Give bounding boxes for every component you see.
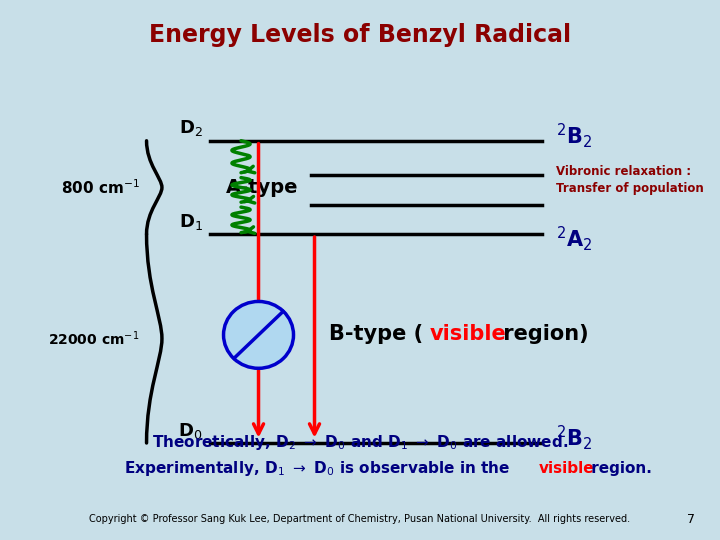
Text: Theoretically, D$_2$ $\rightarrow$ D$_0$ and D$_1$ $\rightarrow$ D$_0$ are allow: Theoretically, D$_2$ $\rightarrow$ D$_0$… bbox=[152, 434, 568, 453]
Text: Energy Levels of Benzyl Radical: Energy Levels of Benzyl Radical bbox=[149, 23, 571, 47]
Text: region): region) bbox=[497, 323, 589, 343]
Text: region.: region. bbox=[586, 461, 652, 476]
Text: 800 cm$^{-1}$: 800 cm$^{-1}$ bbox=[60, 178, 140, 197]
Text: Experimentally, D$_1$ $\rightarrow$ D$_0$ is observable in the: Experimentally, D$_1$ $\rightarrow$ D$_0… bbox=[124, 459, 511, 478]
Text: $^2$B$_2$: $^2$B$_2$ bbox=[556, 122, 592, 150]
Text: B-type (: B-type ( bbox=[328, 323, 423, 343]
Text: D$_2$: D$_2$ bbox=[179, 118, 202, 138]
Text: 22000 cm$^{-1}$: 22000 cm$^{-1}$ bbox=[48, 329, 140, 348]
Ellipse shape bbox=[223, 301, 294, 368]
Text: Copyright © Professor Sang Kuk Lee, Department of Chemistry, Pusan National Univ: Copyright © Professor Sang Kuk Lee, Depa… bbox=[89, 515, 631, 524]
Text: visible: visible bbox=[539, 461, 594, 476]
Text: Vibronic relaxation :
Transfer of population: Vibronic relaxation : Transfer of popula… bbox=[556, 165, 703, 195]
Text: visible: visible bbox=[430, 323, 507, 343]
Text: D$_1$: D$_1$ bbox=[179, 212, 202, 232]
Text: 7: 7 bbox=[687, 513, 696, 526]
Text: $^2$A$_2$: $^2$A$_2$ bbox=[556, 225, 593, 253]
Text: D$_0$: D$_0$ bbox=[179, 421, 202, 441]
Text: $^2$B$_2$: $^2$B$_2$ bbox=[556, 424, 592, 453]
Text: A-type: A-type bbox=[226, 178, 298, 197]
